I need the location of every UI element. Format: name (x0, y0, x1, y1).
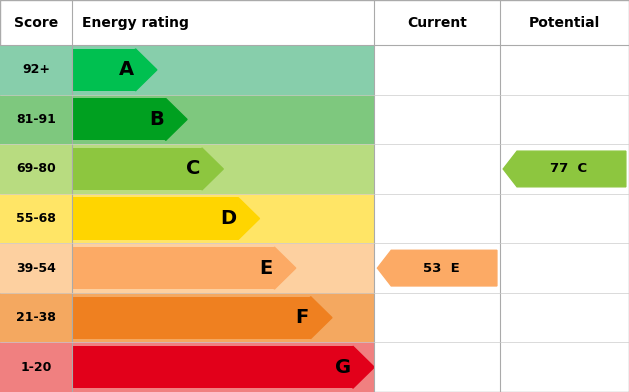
Polygon shape (202, 148, 223, 190)
Bar (72, 343, 374, 392)
Bar (0, 45, 72, 94)
Text: Current: Current (407, 16, 467, 29)
Polygon shape (165, 98, 187, 140)
Bar (0, 343, 72, 392)
Polygon shape (274, 247, 296, 289)
Text: 21-38: 21-38 (16, 311, 56, 324)
Text: Score: Score (14, 16, 58, 29)
Text: 1-20: 1-20 (21, 361, 52, 374)
Polygon shape (135, 49, 157, 91)
Text: A: A (118, 60, 133, 79)
Text: B: B (149, 110, 164, 129)
Bar (72, 148, 202, 190)
Bar (0, 293, 72, 343)
Text: E: E (259, 259, 272, 278)
Text: 39-54: 39-54 (16, 261, 56, 275)
Bar (72, 243, 374, 293)
Text: F: F (296, 308, 309, 327)
Bar (72, 247, 274, 289)
Polygon shape (503, 151, 626, 187)
Text: 81-91: 81-91 (16, 113, 56, 126)
Text: 55-68: 55-68 (16, 212, 56, 225)
Bar (72, 98, 165, 140)
Polygon shape (238, 198, 260, 240)
Bar (72, 45, 374, 94)
Text: G: G (335, 358, 351, 377)
Text: Energy rating: Energy rating (82, 16, 189, 29)
Text: 53  E: 53 E (423, 261, 460, 275)
Bar (72, 194, 374, 243)
Bar (72, 198, 238, 240)
Text: 92+: 92+ (22, 64, 50, 76)
Bar (0, 144, 72, 194)
Bar (72, 144, 374, 194)
Bar (0, 243, 72, 293)
Text: Potential: Potential (529, 16, 600, 29)
Bar (72, 293, 374, 343)
Polygon shape (353, 346, 374, 388)
Text: 77  C: 77 C (550, 162, 587, 176)
Bar (72, 346, 353, 388)
Text: D: D (220, 209, 237, 228)
Text: C: C (186, 160, 200, 178)
Bar (0, 194, 72, 243)
Bar (72, 297, 311, 339)
Text: 69-80: 69-80 (16, 162, 56, 176)
Bar (0, 94, 72, 144)
Bar (72, 94, 374, 144)
Polygon shape (377, 250, 497, 286)
Bar (72, 49, 135, 91)
Polygon shape (311, 297, 332, 339)
